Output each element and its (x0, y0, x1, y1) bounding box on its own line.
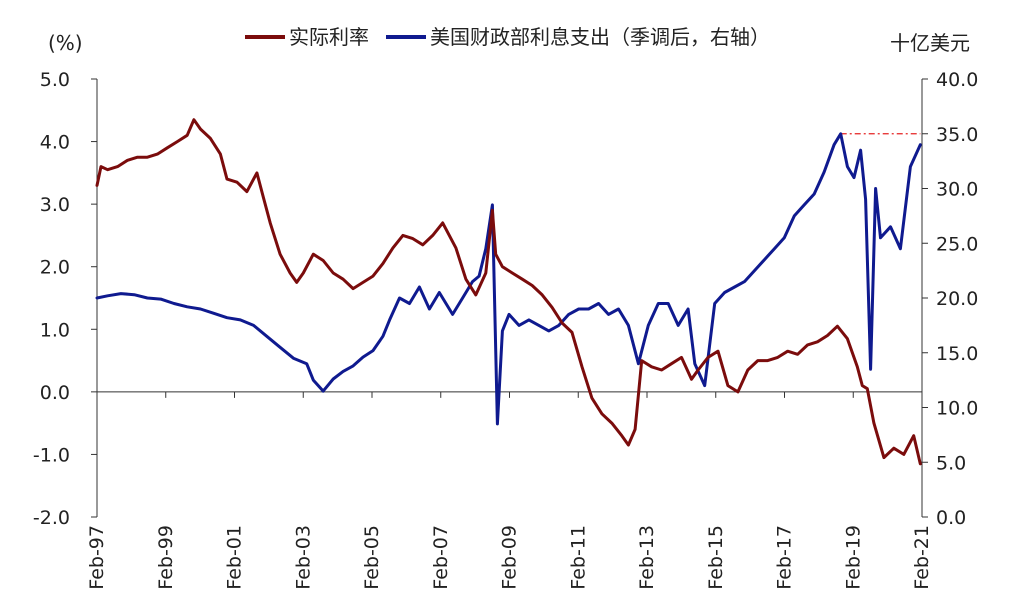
right-axis-unit: 十亿美元 (890, 31, 970, 55)
right-tick-label: 0.0 (936, 507, 966, 529)
left-tick-label: 0.0 (40, 382, 70, 404)
axes-layer: -2.0 -1.0 0.0 1.0 2.0 3.0 4.0 5.0 0.0 5.0 10.0 15.0… (33, 69, 978, 590)
series-layer (95, 118, 922, 466)
series-line-interest (95, 132, 922, 426)
right-tick-label: 15.0 (936, 343, 978, 365)
left-tick-label: 4.0 (40, 132, 70, 154)
left-tick-label: -2.0 (33, 507, 70, 529)
left-tick-label: 3.0 (40, 194, 70, 216)
right-tick-label: 30.0 (936, 179, 978, 201)
x-tick-label: Feb-07 (430, 525, 452, 590)
left-axis-unit: (%) (48, 31, 83, 55)
x-tick-label: Feb-05 (361, 525, 383, 590)
left-tick-label: 2.0 (40, 257, 70, 279)
x-tick-label: Feb-13 (636, 525, 658, 590)
left-tick-label: 5.0 (40, 69, 70, 91)
right-tick-label: 25.0 (936, 233, 978, 255)
x-tick-label: Feb-15 (705, 525, 727, 590)
x-tick-label: Feb-97 (86, 525, 108, 590)
right-tick-label: 5.0 (936, 452, 966, 474)
right-tick-label: 10.0 (936, 398, 978, 420)
left-tick-label: -1.0 (33, 444, 70, 466)
right-tick-label: 40.0 (936, 69, 978, 91)
right-tick-label: 20.0 (936, 288, 978, 310)
x-tick-label: Feb-01 (224, 525, 246, 590)
x-tick-label: Feb-03 (292, 525, 314, 590)
left-tick-label: 1.0 (40, 319, 70, 341)
legend: 实际利率 美国财政部利息支出（季调后，右轴） (245, 25, 770, 49)
legend-label-interest: 美国财政部利息支出（季调后，右轴） (430, 25, 770, 49)
x-tick-label: Feb-21 (911, 525, 933, 590)
x-tick-label: Feb-99 (155, 525, 177, 590)
x-tick-label: Feb-09 (499, 525, 521, 590)
x-tick-label: Feb-11 (567, 525, 589, 590)
x-tick-label: Feb-17 (774, 525, 796, 590)
right-tick-label: 35.0 (936, 124, 978, 146)
legend-label-real-rate: 实际利率 (289, 25, 369, 49)
series-line-real-rate (95, 118, 922, 466)
x-tick-label: Feb-19 (842, 525, 864, 590)
